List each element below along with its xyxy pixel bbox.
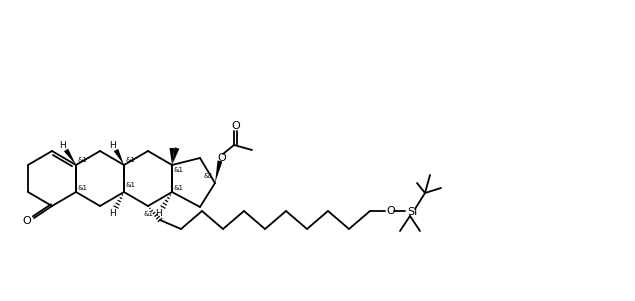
Text: &1: &1 — [78, 157, 88, 163]
Text: H: H — [156, 209, 163, 218]
Text: &1: &1 — [126, 157, 136, 163]
Polygon shape — [172, 147, 180, 165]
Text: O: O — [218, 153, 226, 163]
Polygon shape — [64, 149, 76, 165]
Text: H: H — [58, 141, 65, 150]
Text: O: O — [387, 206, 396, 216]
Polygon shape — [114, 149, 124, 165]
Text: &1: &1 — [174, 185, 184, 191]
Text: &1: &1 — [203, 173, 213, 179]
Text: O: O — [232, 121, 241, 131]
Text: H: H — [109, 209, 116, 218]
Polygon shape — [215, 160, 222, 183]
Text: Si: Si — [407, 207, 417, 217]
Text: &1: &1 — [126, 182, 136, 188]
Text: &1: &1 — [174, 167, 184, 173]
Polygon shape — [170, 148, 175, 165]
Text: H: H — [109, 141, 116, 150]
Text: &1: &1 — [143, 211, 153, 217]
Text: O: O — [23, 216, 31, 226]
Text: &1: &1 — [78, 185, 88, 191]
